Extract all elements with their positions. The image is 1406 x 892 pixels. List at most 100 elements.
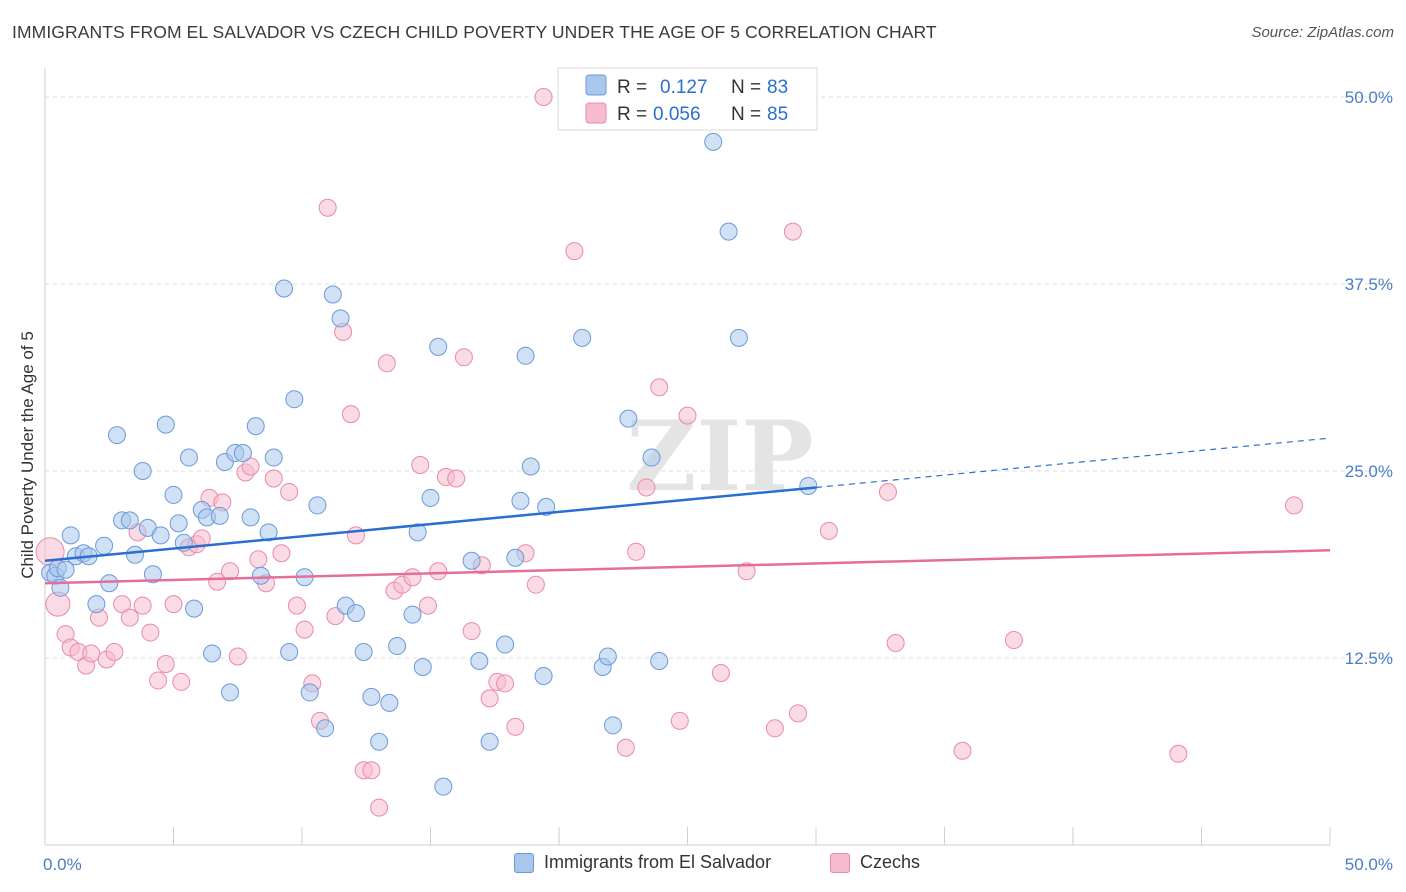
- point-el-salvador-4: [56, 560, 75, 579]
- legend-r-value-2: 0.056: [653, 104, 701, 125]
- point-czechs-51: [418, 596, 437, 615]
- series-el-salvador-points: [41, 132, 818, 796]
- point-czechs-71: [678, 406, 697, 425]
- point-czechs-70: [670, 711, 689, 730]
- point-el-salvador-59: [429, 337, 448, 356]
- point-el-salvador-29: [210, 506, 229, 525]
- point-el-salvador-28: [203, 644, 222, 663]
- legend-n-label-1: N =: [731, 77, 761, 98]
- x-tick-label-1: 50.0%: [1345, 855, 1393, 874]
- point-el-salvador-53: [380, 693, 399, 712]
- point-el-salvador-22: [169, 514, 188, 533]
- point-czechs-16: [156, 654, 175, 673]
- trend-lines: [44, 437, 1331, 585]
- point-el-salvador-57: [413, 657, 432, 676]
- point-czechs-25: [221, 562, 240, 581]
- point-el-salvador-69: [534, 666, 553, 685]
- point-el-salvador-33: [233, 444, 252, 463]
- correlation-legend: R = 0.127 N = 83 R = 0.056 N = 85: [557, 67, 818, 131]
- point-czechs-17: [164, 595, 183, 614]
- point-el-salvador-37: [259, 523, 278, 542]
- legend-r-label-2: R =: [617, 104, 647, 125]
- point-el-salvador-39: [275, 279, 294, 298]
- point-el-salvador-65: [506, 548, 525, 567]
- point-el-salvador-54: [388, 637, 407, 656]
- point-el-salvador-61: [462, 551, 481, 570]
- point-el-salvador-5: [61, 526, 80, 545]
- point-czechs-55: [454, 348, 473, 367]
- point-czechs-81: [1004, 631, 1023, 650]
- point-czechs-31: [264, 469, 283, 488]
- point-el-salvador-31: [221, 683, 240, 702]
- legend-swatch-el-salvador: [514, 852, 534, 873]
- legend-label-el-salvador: Immigrants from El Salvador: [544, 852, 772, 872]
- point-el-salvador-80: [729, 328, 748, 347]
- point-el-salvador-60: [434, 777, 453, 796]
- point-czechs-77: [819, 521, 838, 540]
- point-el-salvador-44: [308, 496, 327, 515]
- point-czechs-60: [496, 674, 515, 693]
- point-czechs-14: [141, 623, 160, 642]
- point-czechs-52: [429, 562, 448, 581]
- point-el-salvador-43: [300, 683, 319, 702]
- point-el-salvador-19: [151, 526, 170, 545]
- point-czechs-11: [120, 608, 139, 627]
- legend-item-czechs: Czechs: [830, 852, 920, 873]
- legend-r-value-1: 0.127: [660, 77, 708, 98]
- legend-swatch-blue: [585, 74, 607, 96]
- point-czechs-65: [565, 242, 584, 261]
- point-czechs-28: [241, 457, 260, 476]
- point-el-salvador-25: [185, 599, 204, 618]
- point-el-salvador-36: [251, 566, 270, 585]
- trend-line-el-salvador: [44, 486, 817, 563]
- point-el-salvador-74: [603, 716, 622, 735]
- axes: [44, 68, 1331, 846]
- legend-item-el-salvador: Immigrants from El Salvador: [514, 852, 771, 873]
- point-czechs-75: [783, 222, 802, 241]
- point-czechs-10: [113, 595, 132, 614]
- point-czechs-68: [637, 478, 656, 497]
- point-el-salvador-34: [241, 508, 260, 527]
- point-czechs-49: [403, 568, 422, 587]
- point-czechs-79: [886, 634, 905, 653]
- point-el-salvador-68: [521, 457, 540, 476]
- legend-swatch-czechs: [830, 852, 850, 873]
- point-el-salvador-58: [421, 488, 440, 507]
- point-el-salvador-40: [280, 643, 299, 662]
- point-czechs-54: [447, 469, 466, 488]
- point-czechs-64: [534, 88, 553, 106]
- point-czechs-61: [506, 717, 525, 736]
- point-el-salvador-18: [143, 565, 162, 584]
- point-czechs-73: [737, 562, 756, 581]
- point-czechs-33: [280, 482, 299, 501]
- series-czechs-points: [35, 88, 1304, 817]
- point-el-salvador-66: [511, 491, 530, 510]
- point-czechs-18: [172, 672, 191, 691]
- point-el-salvador-49: [346, 604, 365, 623]
- point-el-salvador-71: [573, 328, 592, 347]
- point-czechs-82: [1169, 744, 1188, 763]
- point-el-salvador-21: [164, 485, 183, 504]
- point-czechs-38: [318, 198, 337, 217]
- y-tick-labels: 12.5% 25.0% 37.5% 50.0%: [1345, 88, 1393, 668]
- point-czechs-41: [341, 405, 360, 424]
- point-el-salvador-45: [316, 719, 335, 738]
- point-czechs-66: [616, 738, 635, 757]
- point-el-salvador-11: [100, 574, 119, 593]
- point-el-salvador-78: [704, 132, 723, 151]
- point-el-salvador-41: [285, 390, 304, 409]
- point-el-salvador-77: [650, 651, 669, 670]
- point-czechs-72: [711, 663, 730, 682]
- point-el-salvador-67: [516, 346, 535, 365]
- point-czechs-83: [1285, 496, 1304, 515]
- point-el-salvador-63: [480, 732, 499, 751]
- point-el-salvador-55: [403, 605, 422, 624]
- point-el-salvador-16: [133, 462, 152, 480]
- point-el-salvador-62: [470, 651, 489, 670]
- point-czechs-9: [105, 643, 124, 662]
- point-el-salvador-76: [642, 448, 661, 467]
- point-czechs-78: [878, 482, 897, 501]
- point-czechs-35: [295, 620, 314, 639]
- legend-r-label-1: R =: [617, 77, 647, 98]
- legend-swatch-pink: [585, 102, 607, 124]
